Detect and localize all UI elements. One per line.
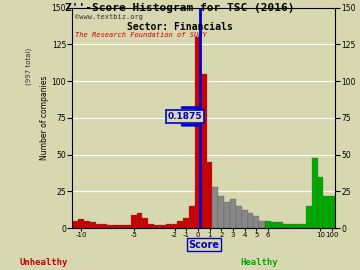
Bar — [195, 37, 201, 228]
Bar — [143, 218, 148, 228]
Bar — [154, 225, 160, 228]
Bar — [300, 224, 306, 228]
Text: (997 total): (997 total) — [25, 47, 32, 85]
Bar — [90, 222, 96, 228]
Bar — [207, 162, 212, 228]
Bar — [201, 74, 207, 228]
Bar — [212, 187, 218, 228]
Bar — [224, 202, 230, 228]
Bar — [189, 206, 195, 228]
Text: The Research Foundation of SUNY: The Research Foundation of SUNY — [75, 32, 207, 38]
Text: Healthy: Healthy — [240, 258, 278, 267]
Bar — [294, 224, 300, 228]
Bar — [265, 221, 271, 228]
Bar — [318, 177, 323, 228]
Bar — [283, 224, 288, 228]
Bar — [125, 225, 131, 228]
Bar — [183, 218, 189, 228]
Bar — [218, 196, 224, 228]
Y-axis label: Number of companies: Number of companies — [40, 76, 49, 160]
Text: Sector: Financials: Sector: Financials — [127, 22, 233, 32]
Bar — [312, 158, 318, 228]
Bar — [72, 221, 78, 228]
Bar — [113, 225, 119, 228]
Bar — [259, 221, 265, 228]
Bar — [329, 196, 335, 228]
Bar — [78, 219, 84, 228]
Text: Z''-Score Histogram for TSC (2016): Z''-Score Histogram for TSC (2016) — [65, 3, 295, 13]
Bar — [242, 210, 248, 228]
Text: Unhealthy: Unhealthy — [19, 258, 67, 267]
Bar — [96, 224, 102, 228]
Bar — [131, 215, 136, 228]
Bar — [148, 224, 154, 228]
Text: ©www.textbiz.org: ©www.textbiz.org — [75, 14, 143, 20]
X-axis label: Score: Score — [188, 240, 219, 250]
Bar — [177, 221, 183, 228]
Bar — [166, 224, 172, 228]
Bar — [84, 221, 90, 228]
Bar — [236, 206, 242, 228]
Bar — [102, 224, 107, 228]
Bar — [323, 196, 329, 228]
Text: 0.1875: 0.1875 — [168, 112, 202, 121]
Bar — [288, 224, 294, 228]
Bar — [230, 199, 236, 228]
Bar — [119, 225, 125, 228]
Bar — [271, 222, 277, 228]
Bar — [172, 224, 177, 228]
Bar — [107, 225, 113, 228]
Bar — [306, 206, 312, 228]
Bar — [160, 225, 166, 228]
Bar — [136, 213, 143, 228]
Bar — [253, 216, 259, 228]
Bar — [277, 222, 283, 228]
Bar — [248, 213, 253, 228]
